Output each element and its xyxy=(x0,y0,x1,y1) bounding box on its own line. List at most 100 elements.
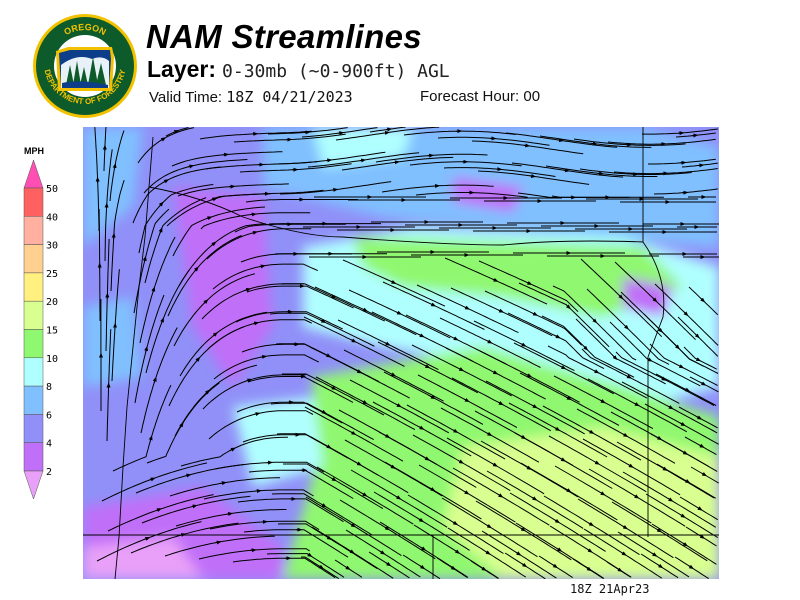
streamline-arrow xyxy=(383,130,390,135)
streamline-arrow xyxy=(350,430,357,436)
legend-arrow-top xyxy=(23,159,44,189)
streamline-arrow xyxy=(492,370,499,375)
streamline-arrow xyxy=(179,533,187,537)
legend-tick: 40 xyxy=(46,212,58,223)
streamline-arrow xyxy=(418,425,425,430)
streamline-arrow xyxy=(424,456,430,461)
oregon-department-of-forestry-logo: OREGON DEPARTMENT OF FORESTRY xyxy=(33,14,137,118)
streamline-arrow xyxy=(554,518,561,524)
legend-tick: 20 xyxy=(46,297,58,308)
streamline-arrow xyxy=(587,548,593,553)
streamline-arrow xyxy=(173,130,180,134)
streamline-arrow xyxy=(557,138,564,143)
streamline-arrow xyxy=(390,372,397,377)
streamline-arrow xyxy=(583,345,589,351)
legend-bin xyxy=(23,187,44,217)
streamline-arrow xyxy=(622,432,629,437)
streamline-arrow xyxy=(515,551,522,556)
streamline-arrow xyxy=(554,334,561,339)
streamline-arrow xyxy=(204,389,210,395)
streamline-arrow xyxy=(696,415,703,420)
streamline-arrow xyxy=(624,324,629,330)
streamline-arrow xyxy=(163,179,170,184)
streamline-arrow xyxy=(679,421,686,427)
streamline-arrow xyxy=(385,561,392,567)
streamline-arrow xyxy=(594,460,600,465)
streamline-arrow xyxy=(675,344,680,350)
streamline-arrow xyxy=(148,435,153,442)
streamline-arrow xyxy=(320,409,327,414)
streamline-arrow xyxy=(260,354,268,359)
streamline-arrow xyxy=(660,376,667,381)
streamline-arrow xyxy=(621,551,627,556)
streamline-arrow xyxy=(418,333,425,338)
wind-streamline-map xyxy=(83,127,719,579)
forecast-hour-value: 00 xyxy=(523,88,541,105)
streamline-arrow xyxy=(593,369,600,374)
streamline-arrow xyxy=(359,158,367,163)
coastline xyxy=(114,136,154,579)
streamline-arrow xyxy=(350,338,357,343)
legend-tick: 10 xyxy=(46,354,58,365)
legend-bin xyxy=(23,329,44,359)
legend-bin xyxy=(23,442,44,472)
streamline-arrow xyxy=(160,137,167,142)
streamline-arrow xyxy=(656,528,663,533)
streamline-arrow xyxy=(683,311,689,317)
streamline-arrow xyxy=(330,385,337,390)
streamline-arrow xyxy=(646,357,653,362)
streamline-arrow xyxy=(463,490,470,495)
streamline-arrow xyxy=(452,520,459,526)
valid-time-label: Valid Time: xyxy=(149,89,223,106)
legend-tick: 30 xyxy=(46,241,58,252)
streamline-arrow xyxy=(625,374,632,379)
streamline-arrow xyxy=(486,431,493,436)
streamline-arrow xyxy=(420,546,427,551)
streamline-arrow xyxy=(320,503,327,508)
streamline-arrow xyxy=(633,494,640,499)
streamline-arrow xyxy=(356,461,362,466)
streamline-arrow xyxy=(344,565,351,570)
streamline-arrow xyxy=(211,197,218,202)
forecast-hour: Forecast Hour: 00 xyxy=(420,88,540,105)
streamline-arrow xyxy=(521,562,528,568)
streamline-arrow xyxy=(144,537,151,541)
streamline-arrow xyxy=(560,365,567,370)
legend-tick: 8 xyxy=(46,382,52,393)
streamline-arrow xyxy=(252,321,260,326)
layer-value: 0-30mb (~0-900ft) AGL xyxy=(222,61,450,82)
legend-tick: 6 xyxy=(46,410,52,421)
legend-unit: MPH xyxy=(24,146,44,156)
streamline-arrow xyxy=(554,426,561,431)
streamline-arrow xyxy=(112,162,117,170)
streamline-arrow xyxy=(497,401,504,406)
streamline-arrow xyxy=(330,477,337,482)
streamline-arrow xyxy=(325,158,333,163)
valid-time-value: 18Z 04/21/2023 xyxy=(226,88,353,106)
legend-bin xyxy=(23,357,44,387)
streamline-arrow xyxy=(560,457,566,462)
streamline-arrow xyxy=(152,376,157,383)
streamline-arrow xyxy=(244,288,252,292)
footer-timestamp: 18Z 21Apr23 xyxy=(570,582,650,596)
streamline-arrow xyxy=(480,566,487,571)
streamline-arrow xyxy=(700,297,706,303)
streamline-arrow xyxy=(458,367,465,372)
streamline-arrow xyxy=(450,565,456,571)
legend-bin xyxy=(23,272,44,302)
streamline-arrow xyxy=(390,279,397,284)
streamline-arrow xyxy=(591,141,598,146)
streamline-arrow xyxy=(565,395,572,401)
streamline-arrow xyxy=(616,567,623,572)
legend-tick: 15 xyxy=(46,326,58,337)
streamline-arrow xyxy=(429,487,436,492)
streamline-arrow xyxy=(699,534,706,539)
logo-top-text: OREGON xyxy=(62,22,107,37)
streamline-arrow xyxy=(395,310,403,315)
streamline-arrow xyxy=(155,508,162,513)
streamline-arrow xyxy=(599,491,606,496)
page-title: NAM Streamlines xyxy=(146,18,422,55)
streamline-arrow xyxy=(349,549,355,554)
legend-tick: 25 xyxy=(46,269,58,280)
svg-text:OREGON: OREGON xyxy=(62,22,107,37)
